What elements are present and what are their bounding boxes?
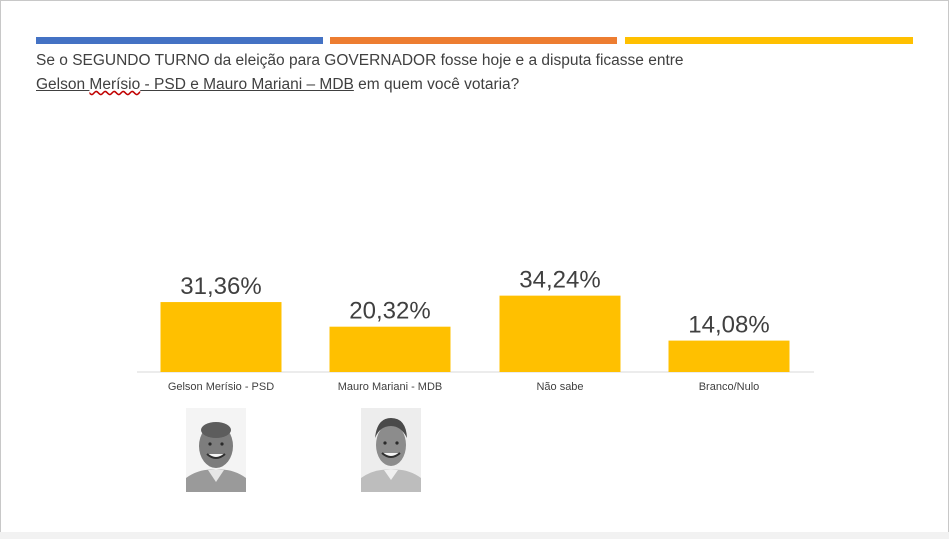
bar-3 (668, 340, 790, 372)
category-label-1: Mauro Mariani - MDB (338, 381, 443, 393)
bottom-strip (0, 532, 949, 539)
category-label-2: Não sabe (536, 381, 583, 393)
color-band-blue (36, 37, 323, 44)
data-label-2: 34,24% (519, 267, 600, 294)
candidate-photo-mauro-mariani (361, 408, 421, 492)
question-ending: em quem você votaria? (353, 76, 520, 93)
portrait-icon (361, 408, 421, 492)
data-label-3: 14,08% (688, 312, 769, 339)
candidate-photo-gelson-merisio (186, 408, 246, 492)
portrait-icon (186, 408, 246, 492)
question-candidates-part-b: Merísio (89, 76, 141, 93)
color-band-orange (330, 37, 617, 44)
question-candidates-part-c: - PSD e Mauro Mariani – MDB (140, 76, 354, 93)
category-label-0: Gelson Merísio - PSD (168, 381, 274, 393)
color-band-yellow (625, 37, 913, 44)
question-candidates-part-a: Gelson (36, 76, 90, 93)
bar-1 (329, 326, 451, 372)
data-label-1: 20,32% (349, 298, 430, 325)
data-label-0: 31,36% (180, 273, 261, 300)
bar-0 (160, 302, 282, 372)
question-line-1: Se o SEGUNDO TURNO da eleição para GOVER… (36, 52, 684, 69)
bar-2 (499, 295, 621, 372)
category-label-3: Branco/Nulo (699, 381, 760, 393)
question-line-2: Gelson Merísio - PSD e Mauro Mariani – M… (36, 76, 519, 94)
